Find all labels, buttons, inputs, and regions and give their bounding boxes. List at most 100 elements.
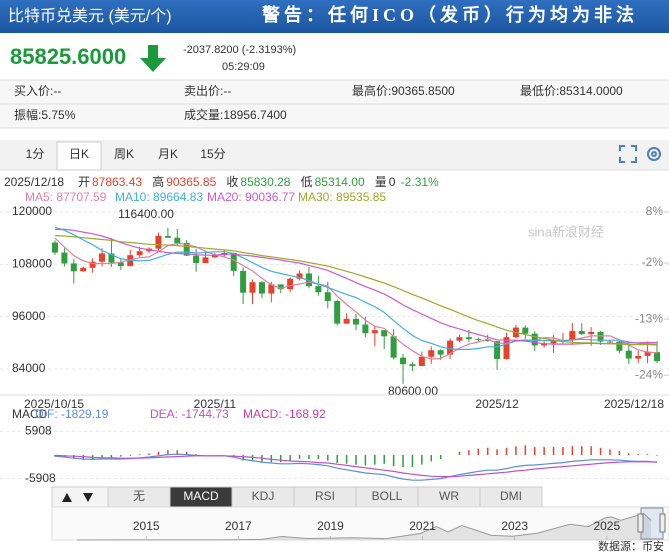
x-tick-label: 2025/11 xyxy=(194,397,237,411)
y-tick-label: 96000 xyxy=(12,309,46,323)
candle-body xyxy=(588,331,595,335)
indicator-tab[interactable]: RSI xyxy=(315,489,335,503)
info-value: 85314.00 xyxy=(315,175,365,189)
legend-entry: MA10: 89664.83 xyxy=(115,190,203,204)
candle-body xyxy=(503,337,510,359)
candle-body xyxy=(136,251,143,256)
y2-tick-label: 8% xyxy=(646,204,664,218)
candle-body xyxy=(193,255,200,264)
candle-body xyxy=(597,331,604,342)
kline-chart: sina新浪财经 120000 108000 96000 84000 8% -2% -13% -… xyxy=(0,204,669,411)
indicator-tab[interactable]: BOLL xyxy=(372,489,403,503)
candle-body xyxy=(541,343,548,346)
candle-body xyxy=(52,242,58,253)
period-tab[interactable]: 周K xyxy=(114,147,134,161)
period-tab[interactable]: 月K xyxy=(158,147,178,161)
up-button[interactable] xyxy=(62,493,72,502)
candle-info: 2025/12/18 开 87863.43 高 90365.85 收 85830.28 低 85… xyxy=(4,174,439,204)
navigator-handle[interactable] xyxy=(659,513,666,533)
indicator-tab[interactable]: WR xyxy=(439,489,459,503)
candle-body xyxy=(211,255,218,258)
candle-body xyxy=(334,300,341,324)
candle-body xyxy=(494,341,501,359)
info-value: 0 xyxy=(389,175,396,189)
indicator-tabs: 无 MACD KDJ RSI BOLL WR DMI xyxy=(107,486,543,508)
indicator-tab[interactable]: 无 xyxy=(133,489,145,503)
price: 85825.6000 xyxy=(10,44,126,69)
candle-body xyxy=(654,352,660,362)
candle-body xyxy=(268,284,275,294)
candle-body xyxy=(531,333,538,346)
candle-body xyxy=(475,338,482,340)
candle-body xyxy=(240,270,247,293)
candle-body xyxy=(578,331,585,335)
legend-entry: MACD: -168.92 xyxy=(243,407,326,421)
candle-body xyxy=(400,357,407,365)
stat-cell: 卖出价:-- xyxy=(184,84,231,98)
indicator-tab[interactable]: DMI xyxy=(500,489,522,503)
info-date: 2025/12/18 xyxy=(4,175,64,189)
indicator-tab[interactable]: MACD xyxy=(183,489,219,503)
candle-body xyxy=(606,341,613,343)
down-arrow xyxy=(140,45,166,72)
price-change: -2037.8200 (-2.3193%) xyxy=(183,44,296,56)
page-title: 比特币兑美元 (美元/个) xyxy=(8,7,172,25)
info-label: 高 xyxy=(152,174,164,189)
y-tick-label: 120000 xyxy=(12,204,52,218)
legend-entry: MA5: 87707.59 xyxy=(25,190,107,204)
watermark: sina新浪财经 xyxy=(528,224,604,239)
indicator-tab[interactable]: KDJ xyxy=(252,489,275,503)
candle-body xyxy=(484,339,491,342)
candle-body xyxy=(437,350,444,355)
candle-body xyxy=(522,327,529,334)
candle-body xyxy=(99,253,106,262)
period-tab[interactable]: 1分 xyxy=(26,147,45,161)
period-tabs: 1分 日K 周K 月K 15分 xyxy=(26,141,226,171)
annotation: 80600.00 xyxy=(388,384,438,398)
y-tick-label: 5908 xyxy=(25,424,52,438)
stat-cell: 最低价:85314.0000 xyxy=(520,84,623,98)
header-bar xyxy=(0,0,669,33)
info-label: 量 xyxy=(375,175,387,189)
macd-line xyxy=(54,454,658,478)
y-tick-label: 84000 xyxy=(12,361,46,375)
period-tab[interactable]: 日K xyxy=(69,147,89,161)
candle-body xyxy=(324,292,331,301)
candle-body xyxy=(428,350,435,357)
candle-body xyxy=(80,267,87,272)
candle-body xyxy=(550,341,557,344)
down-button[interactable] xyxy=(83,493,93,502)
scroll-buttons xyxy=(51,486,109,508)
x-tick-label: 2025/12/18 xyxy=(604,397,664,411)
candle-body xyxy=(287,278,294,290)
info-value: 87863.43 xyxy=(92,175,142,189)
candle-body xyxy=(117,262,124,267)
candle-body xyxy=(381,330,388,337)
candle-body xyxy=(70,263,77,272)
candle-body xyxy=(202,257,209,264)
settings-icon[interactable] xyxy=(647,147,661,161)
candle-body xyxy=(569,331,576,341)
legend-entry: DEA: -1744.73 xyxy=(150,407,229,421)
data-source: 数据源：币安 xyxy=(598,539,664,553)
stat-cell: 最高价:90365.8500 xyxy=(352,83,455,98)
navigator-chart: 2015 2017 2019 2021 2023 2025 xyxy=(77,512,652,541)
navigator-handle[interactable] xyxy=(637,513,644,533)
area-fill xyxy=(77,513,652,540)
candle-body xyxy=(277,284,284,290)
info-change: -2.31% xyxy=(401,175,439,189)
info-value: 85830.28 xyxy=(240,175,290,189)
period-tab-bar xyxy=(0,140,669,170)
fullscreen-icon[interactable] xyxy=(619,145,637,163)
period-tab[interactable]: 15分 xyxy=(200,147,225,161)
stat-cell: 成交量:18956.7400 xyxy=(184,107,287,122)
candle-body xyxy=(635,355,642,359)
candle-body xyxy=(296,273,303,279)
candle-body xyxy=(258,282,265,294)
warning: 警告：任何ICO（发币）行为均为非法 xyxy=(262,4,638,25)
stat-cell: 买入价:-- xyxy=(14,84,61,98)
candle-body xyxy=(108,253,115,263)
macd-title: MACD xyxy=(12,407,48,421)
ma-line xyxy=(54,235,658,346)
x-tick-label: 2021 xyxy=(409,519,436,533)
